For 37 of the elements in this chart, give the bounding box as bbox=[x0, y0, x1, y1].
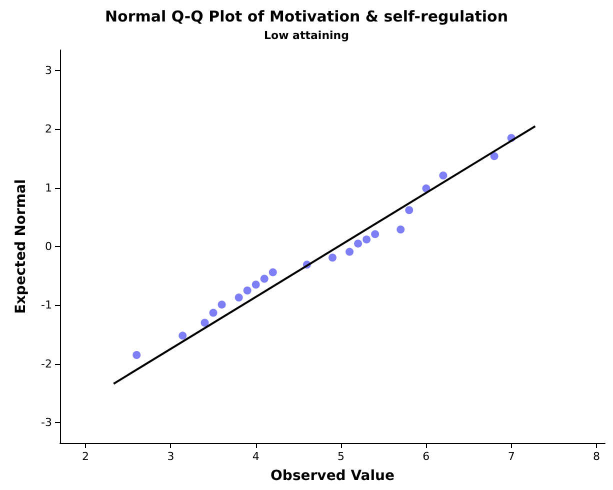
x-tick-label: 3 bbox=[167, 450, 174, 463]
y-tick-label: -2 bbox=[41, 357, 52, 370]
point bbox=[371, 230, 380, 238]
point bbox=[243, 286, 252, 294]
chart-subtitle: Low attaining bbox=[264, 29, 349, 42]
y-tick-label: 2 bbox=[45, 122, 52, 136]
x-tick-label: 6 bbox=[422, 450, 430, 463]
x-tick-label: 2 bbox=[82, 450, 90, 463]
point bbox=[200, 318, 209, 327]
point bbox=[328, 254, 336, 262]
point bbox=[490, 152, 498, 160]
y-axis-title: Expected Normal bbox=[13, 179, 29, 314]
point bbox=[405, 206, 414, 214]
point bbox=[234, 294, 243, 302]
y-tick-label: 3 bbox=[45, 64, 52, 78]
point bbox=[132, 351, 141, 360]
point bbox=[218, 300, 226, 309]
x-tick-label: 8 bbox=[592, 450, 600, 463]
chart-title: Normal Q-Q Plot of Motivation & self-regulation bbox=[104, 8, 508, 26]
point bbox=[252, 280, 260, 289]
point bbox=[439, 172, 448, 180]
y-tick-label: -1 bbox=[41, 298, 52, 312]
point bbox=[260, 274, 268, 283]
point bbox=[209, 308, 218, 317]
y-tick-label: 0 bbox=[45, 240, 52, 253]
x-tick-label: 7 bbox=[508, 450, 515, 463]
y-tick-label: -3 bbox=[41, 416, 52, 429]
point bbox=[354, 240, 362, 248]
x-axis-title: Observed Value bbox=[270, 468, 394, 484]
point bbox=[346, 248, 354, 256]
point bbox=[268, 268, 277, 276]
point bbox=[178, 332, 187, 340]
point bbox=[362, 235, 371, 244]
point bbox=[396, 225, 405, 234]
x-tick-label: 4 bbox=[252, 450, 260, 463]
y-tick-label: 1 bbox=[45, 181, 52, 194]
x-tick-label: 5 bbox=[338, 450, 345, 463]
